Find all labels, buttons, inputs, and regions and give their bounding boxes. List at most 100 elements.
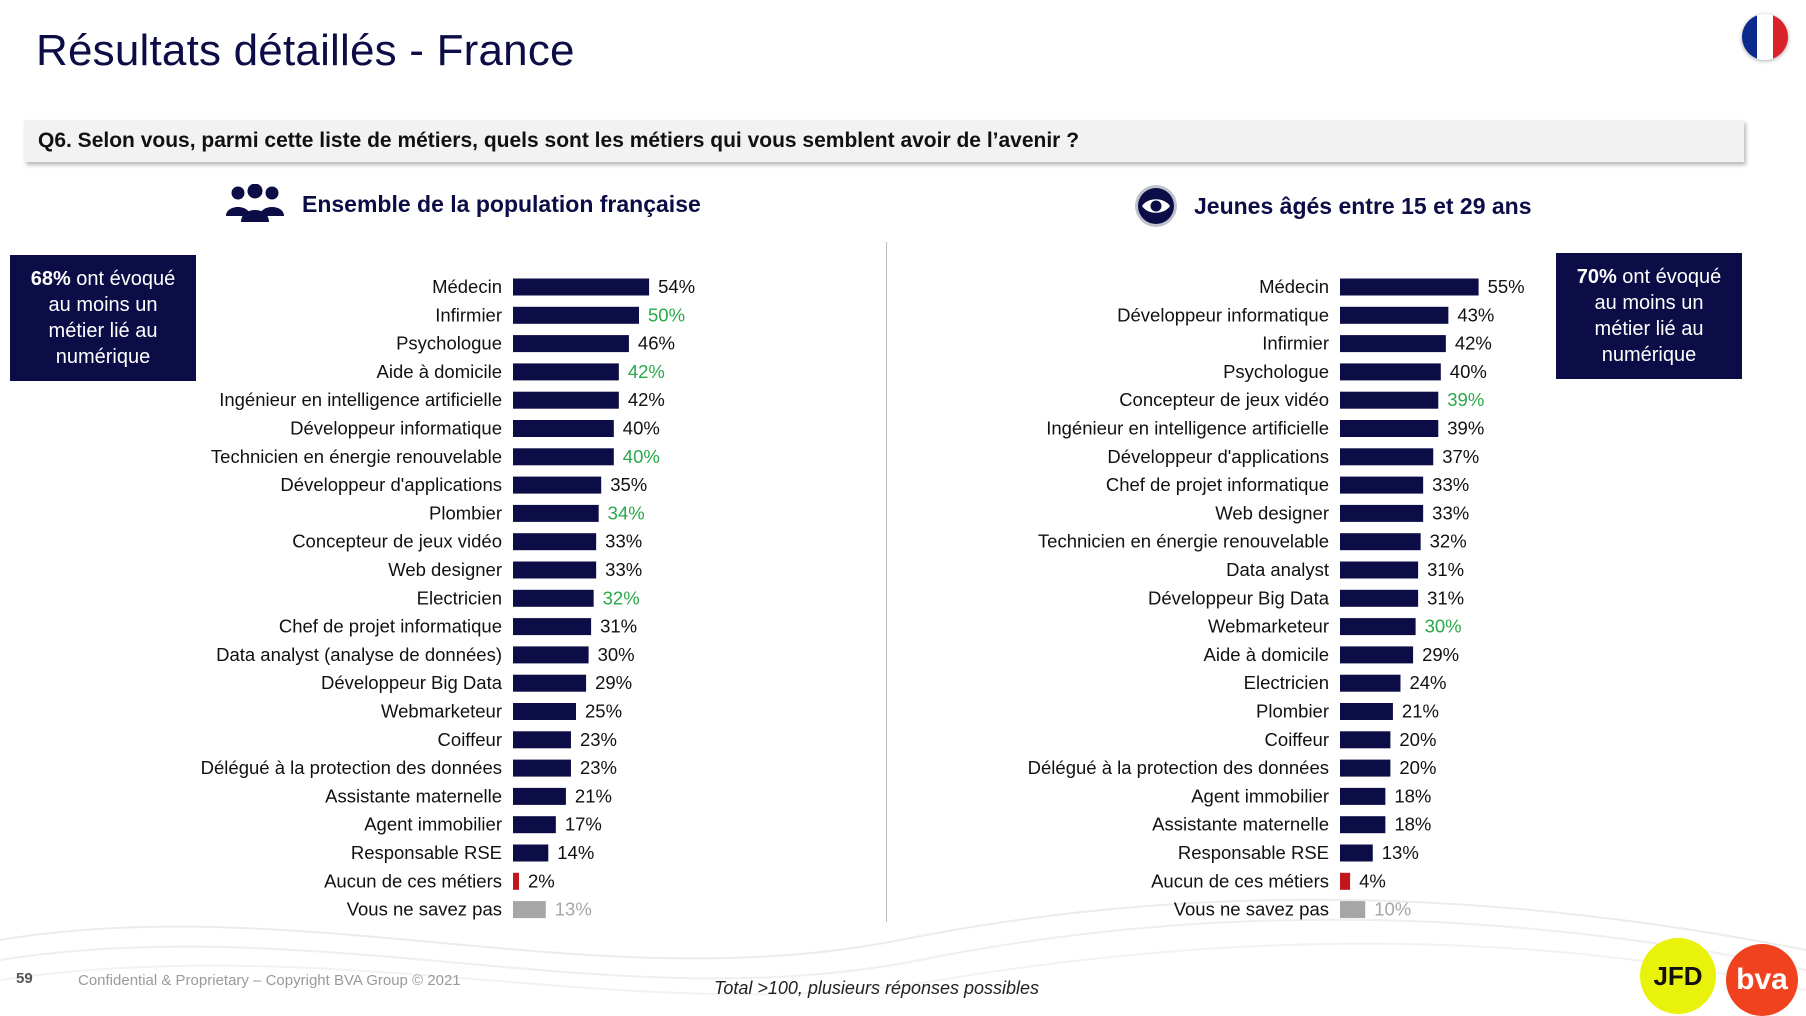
left-category-label: Data analyst (analyse de données): [216, 644, 502, 665]
right-value-label: 29%: [1422, 644, 1459, 665]
right-category-label: Psychologue: [1223, 361, 1329, 382]
right-category-label: Coiffeur: [1265, 729, 1329, 750]
left-value-label: 30%: [598, 644, 635, 665]
right-value-label: 18%: [1394, 785, 1431, 806]
right-bar: [1340, 420, 1439, 437]
right-bar: [1340, 816, 1386, 834]
left-category-label: Webmarketeur: [381, 701, 502, 722]
right-value-label: 40%: [1450, 361, 1487, 382]
right-bar: [1340, 589, 1419, 607]
question-banner: Q6. Selon vous, parmi cette liste de mét…: [24, 120, 1744, 162]
left-category-label: Coiffeur: [438, 729, 502, 750]
left-callout-text-1: ont évoqué: [76, 268, 176, 290]
left-category-label: Vous ne savez pas: [347, 899, 502, 920]
left-bar: [513, 278, 650, 296]
copyright-notice: Confidential & Proprietary – Copyright B…: [78, 972, 461, 989]
left-bar: [513, 646, 589, 664]
right-bar: [1340, 759, 1391, 777]
right-bar: [1340, 901, 1366, 919]
right-value-label: 20%: [1399, 757, 1436, 778]
left-category-label: Web designer: [388, 559, 502, 580]
bva-logo: bva: [1726, 944, 1798, 1016]
left-value-label: 13%: [555, 899, 592, 920]
right-value-label: 18%: [1394, 814, 1431, 835]
left-bar: [513, 759, 571, 777]
left-digital-callout: 68% ont évoqué au moins un métier lié au…: [10, 255, 196, 381]
people-group-icon: [226, 184, 284, 222]
right-bar: [1340, 872, 1351, 890]
jfd-logo: JFD: [1640, 938, 1716, 1014]
right-bar: [1340, 844, 1373, 862]
left-bar: [513, 731, 571, 749]
left-bar: [513, 872, 519, 890]
left-value-label: 17%: [565, 814, 602, 835]
right-callout-text-2: au moins un: [1594, 292, 1704, 314]
right-value-label: 10%: [1374, 899, 1411, 920]
right-category-label: Webmarketeur: [1208, 616, 1329, 637]
left-category-label: Développeur informatique: [290, 418, 502, 439]
left-bar: [513, 844, 549, 862]
right-category-label: Médecin: [1259, 276, 1329, 297]
right-callout-text-4: numérique: [1601, 344, 1697, 366]
left-value-label: 42%: [628, 361, 665, 382]
right-category-label: Plombier: [1256, 701, 1329, 722]
right-bar: [1340, 731, 1391, 749]
right-value-label: 30%: [1425, 616, 1462, 637]
left-bar: [513, 363, 619, 381]
left-category-label: Assistante maternelle: [325, 785, 502, 806]
right-bar: [1340, 278, 1479, 296]
right-value-label: 24%: [1409, 672, 1446, 693]
left-category-label: Aucun de ces métiers: [324, 870, 502, 891]
left-bar: [513, 816, 556, 834]
left-category-label: Délégué à la protection des données: [201, 757, 502, 778]
left-value-label: 14%: [557, 842, 594, 863]
right-bar: [1340, 335, 1446, 353]
right-bar: [1340, 618, 1416, 636]
left-category-label: Développeur Big Data: [321, 672, 503, 693]
background-wave-decoration: [0, 898, 1806, 996]
right-category-label: Assistante maternelle: [1152, 814, 1329, 835]
right-category-label: Ingénieur en intelligence artificielle: [1046, 418, 1329, 439]
right-category-label: Développeur informatique: [1117, 304, 1329, 325]
right-category-label: Vous ne savez pas: [1174, 899, 1329, 920]
right-value-label: 31%: [1427, 587, 1464, 608]
left-bar: [513, 561, 597, 579]
left-value-label: 40%: [623, 446, 660, 467]
left-callout-value: 68%: [30, 268, 71, 290]
left-value-label: 46%: [638, 333, 675, 354]
left-bar: [513, 335, 629, 353]
right-category-label: Développeur Big Data: [1148, 587, 1330, 608]
left-category-label: Plombier: [429, 502, 502, 523]
flag-stripe-red: [1772, 14, 1788, 60]
page-number: 59: [16, 970, 33, 987]
page-title: Résultats détaillés - France: [36, 26, 575, 75]
left-bar-chart: Médecin 54% Infirmier 50% Psychologue 46% Aide…: [201, 276, 695, 920]
right-bar: [1340, 504, 1424, 522]
left-bar: [513, 901, 546, 919]
left-callout-line-1: 68% ont évoqué: [31, 266, 176, 292]
right-value-label: 4%: [1359, 870, 1386, 891]
left-bar: [513, 448, 614, 466]
panel-divider: [886, 242, 887, 922]
right-digital-callout: 70% ont évoqué au moins un métier lié au…: [1556, 253, 1742, 379]
eye-icon: [1135, 185, 1177, 227]
right-category-label: Aide à domicile: [1204, 644, 1329, 665]
right-category-label: Développeur d'applications: [1107, 446, 1329, 467]
left-value-label: 23%: [580, 729, 617, 750]
left-value-label: 33%: [605, 559, 642, 580]
right-category-label: Chef de projet informatique: [1106, 474, 1329, 495]
right-category-label: Data analyst: [1226, 559, 1329, 580]
left-value-label: 33%: [605, 531, 642, 552]
left-category-label: Electricien: [417, 587, 502, 608]
flag-stripe-white: [1757, 14, 1773, 60]
question-text: Q6. Selon vous, parmi cette liste de mét…: [38, 129, 1080, 152]
right-bar: [1340, 363, 1441, 381]
left-category-label: Médecin: [432, 276, 502, 297]
right-bar: [1340, 561, 1419, 579]
right-value-label: 37%: [1442, 446, 1479, 467]
right-category-label: Technicien en énergie renouvelable: [1038, 531, 1329, 552]
right-value-label: 43%: [1457, 304, 1494, 325]
right-category-label: Web designer: [1215, 502, 1329, 523]
left-bar: [513, 533, 597, 551]
left-value-label: 25%: [585, 701, 622, 722]
